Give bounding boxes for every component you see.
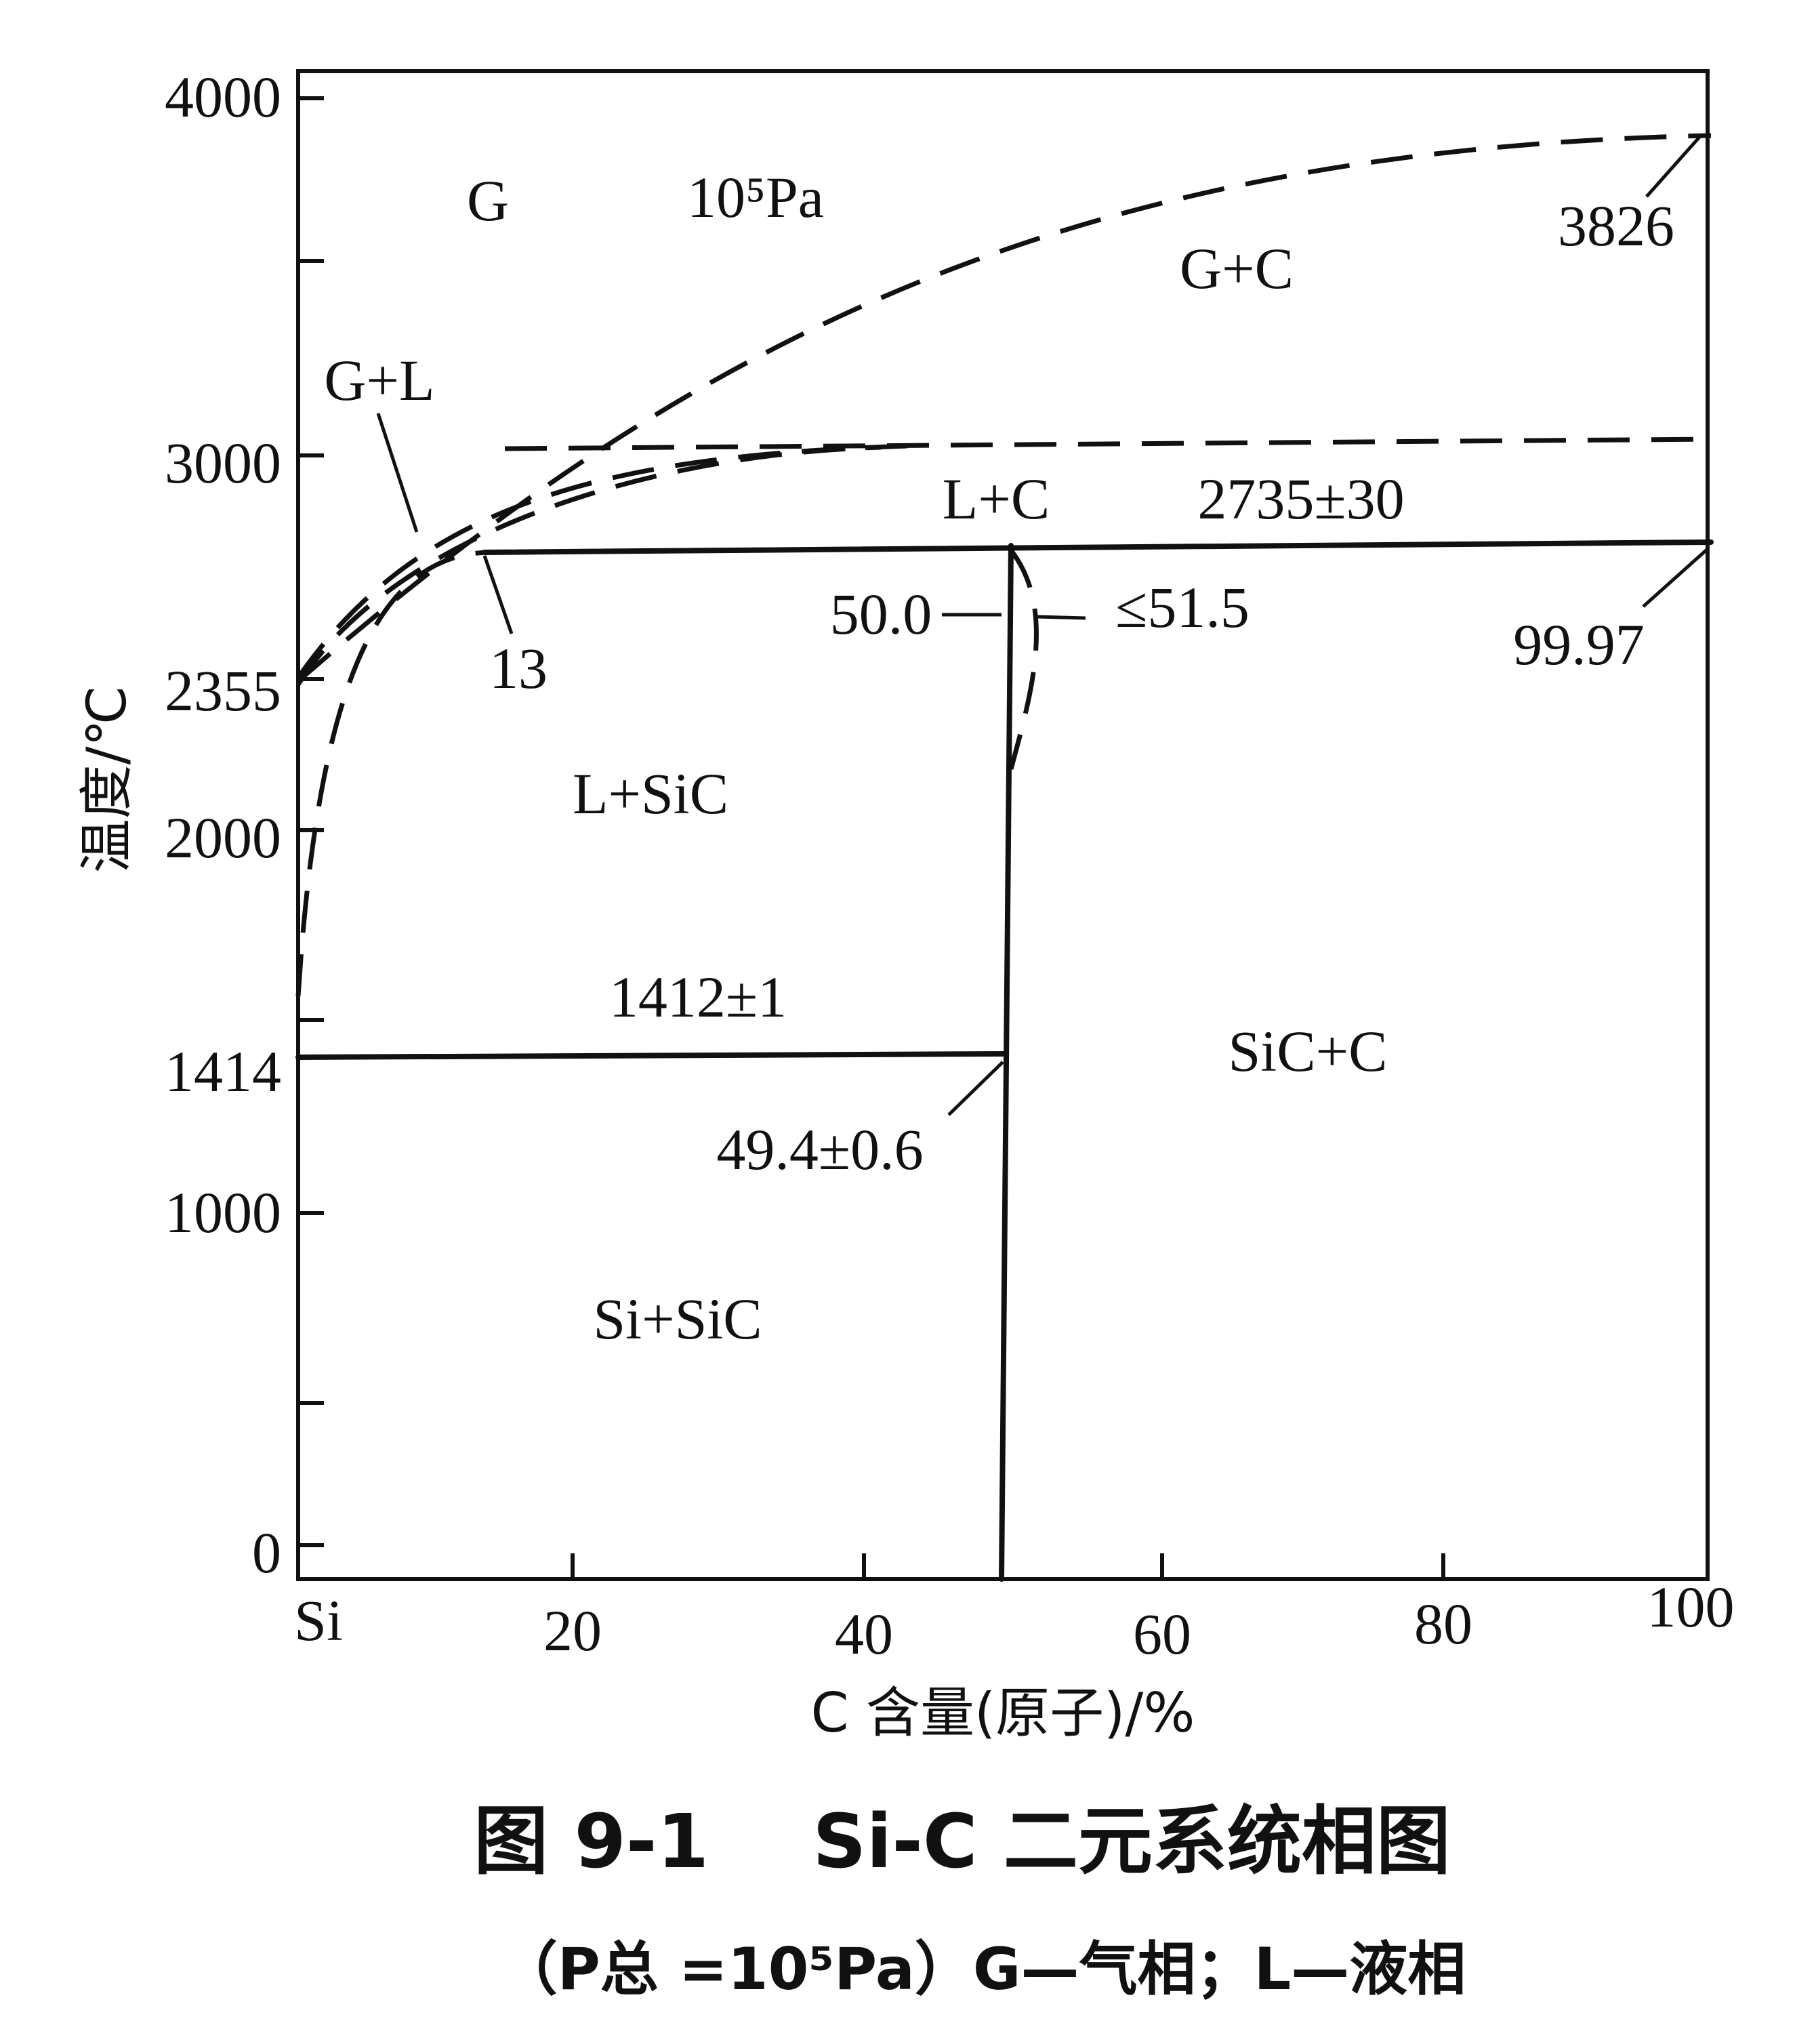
y-axis-label: 温度/℃ bbox=[75, 686, 138, 874]
caption-title: 图 9-1 Si-C 二元系统相图 bbox=[474, 1798, 1451, 1885]
peritectic-line bbox=[482, 539, 1714, 555]
annotation-515: ≤51.5 bbox=[1115, 575, 1250, 640]
y-axis-ticks bbox=[298, 96, 324, 1547]
leader-13 bbox=[482, 555, 514, 634]
eutectic-line bbox=[295, 1051, 1009, 1060]
y-tick-2355: 2355 bbox=[165, 658, 281, 723]
annotation-1412: 1412±1 bbox=[609, 964, 787, 1029]
x-tick-60: 60 bbox=[1133, 1601, 1191, 1667]
x-axis-label: C 含量(原子)/% bbox=[811, 1681, 1195, 1744]
y-tick-1000: 1000 bbox=[165, 1180, 281, 1245]
annotation-2735: 2735±30 bbox=[1197, 466, 1404, 531]
region-liquid-sic: L+SiC bbox=[573, 761, 728, 826]
pressure-label: 10⁵Pa bbox=[687, 165, 824, 230]
x-tick-100: 100 bbox=[1647, 1574, 1735, 1639]
annotation-3826: 3826 bbox=[1558, 193, 1674, 258]
y-tick-4000: 4000 bbox=[165, 64, 281, 129]
x-tick-80: 80 bbox=[1414, 1591, 1472, 1656]
leader-515 bbox=[1036, 615, 1086, 620]
y-tick-1414: 1414 bbox=[165, 1039, 281, 1104]
y-tick-0: 0 bbox=[252, 1520, 281, 1585]
x-tick-si: Si bbox=[294, 1588, 343, 1653]
leader-gl bbox=[376, 413, 419, 533]
x-tick-40: 40 bbox=[835, 1601, 893, 1667]
leader-3826 bbox=[1645, 134, 1702, 198]
region-gas: G bbox=[467, 168, 509, 233]
gas-liquidus-upper bbox=[296, 133, 1712, 683]
region-liquid-carbon: L+C bbox=[943, 466, 1050, 531]
annotation-9997: 99.97 bbox=[1513, 612, 1645, 677]
x-axis-ticks bbox=[571, 1553, 1445, 1579]
leader-494 bbox=[947, 1061, 1004, 1116]
gas-carbon-lower bbox=[504, 436, 1712, 451]
y-tick-3000: 3000 bbox=[165, 430, 281, 495]
gas-liquidus-mid-b bbox=[296, 445, 882, 686]
region-gas-carbon: G+C bbox=[1180, 236, 1294, 301]
sic-line bbox=[999, 543, 1014, 1582]
gas-liquidus-mid-a bbox=[296, 443, 909, 679]
leader-9997 bbox=[1642, 548, 1709, 608]
annotation-50: 50.0 bbox=[830, 581, 932, 647]
annotation-13: 13 bbox=[489, 636, 548, 701]
caption-subtitle: （P总 =10⁵Pa）G—气相；L—液相 bbox=[499, 1936, 1466, 2003]
region-si-sic: Si+SiC bbox=[593, 1286, 762, 1351]
region-gas-liquid: G+L bbox=[324, 348, 434, 413]
sic-solubility bbox=[1008, 548, 1039, 770]
liquidus-lower bbox=[295, 550, 489, 997]
annotation-494: 49.4±0.6 bbox=[716, 1117, 923, 1182]
region-sic-c: SiC+C bbox=[1229, 1019, 1388, 1084]
x-tick-20: 20 bbox=[543, 1598, 602, 1663]
y-tick-2000: 2000 bbox=[165, 805, 281, 870]
